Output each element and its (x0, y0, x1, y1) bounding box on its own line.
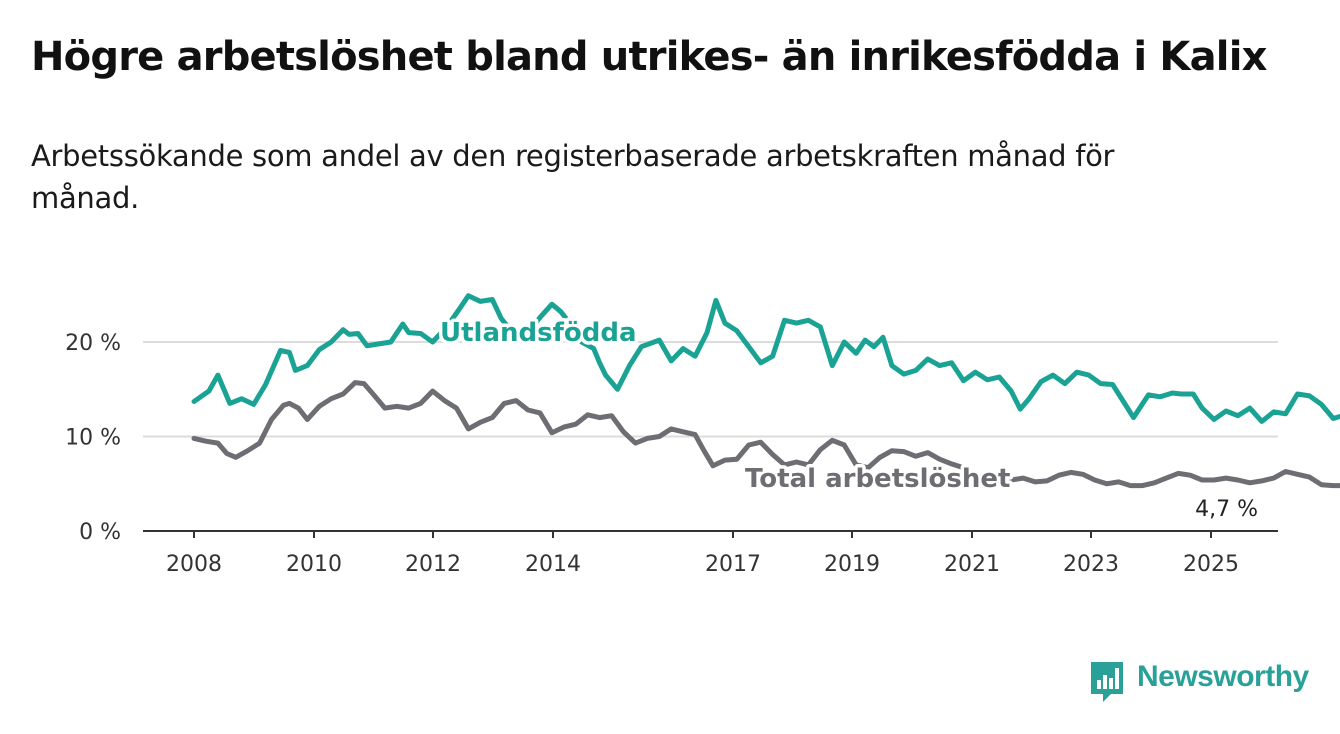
x-tick-label: 2017 (705, 552, 761, 577)
end-value-label: 4,7 % (1195, 497, 1258, 522)
series-labels: Utlandsfödda Total arbetslöshet 4,7 % (437, 315, 1262, 526)
x-tick-label: 2023 (1063, 552, 1119, 577)
y-tick-label: 0 % (79, 520, 121, 545)
chart-subtitle: Arbetssökande som andel av den registerb… (31, 139, 1115, 215)
y-tick-label: 20 % (65, 331, 121, 356)
chart-title: Högre arbetslöshet bland utrikes- än inr… (31, 34, 1267, 80)
series-line-utlandsfodda (191, 293, 1340, 424)
x-tick-label: 2025 (1183, 552, 1239, 577)
y-tick-label: 10 % (65, 426, 121, 451)
x-tick-label: 2014 (525, 552, 581, 577)
x-tick-label: 2019 (824, 552, 880, 577)
bar-chart-logo-icon (1091, 662, 1123, 702)
series-line-total (191, 380, 1340, 489)
x-tick-label: 2012 (405, 552, 461, 577)
x-axis-ticks: 2008 2010 2012 2014 2017 2019 2021 2023 2025 (166, 531, 1239, 577)
x-tick-label: 2010 (286, 552, 342, 577)
brand-name: Newsworthy (1137, 660, 1309, 693)
y-axis-ticks: 0 % 10 % 20 % (65, 331, 121, 545)
x-tick-label: 2008 (166, 552, 222, 577)
series-lines (191, 293, 1340, 489)
x-tick-label: 2021 (944, 552, 1000, 577)
series-label-total: Total arbetslöshet (745, 464, 1010, 494)
series-label-utlandsfodda: Utlandsfödda (440, 318, 637, 348)
